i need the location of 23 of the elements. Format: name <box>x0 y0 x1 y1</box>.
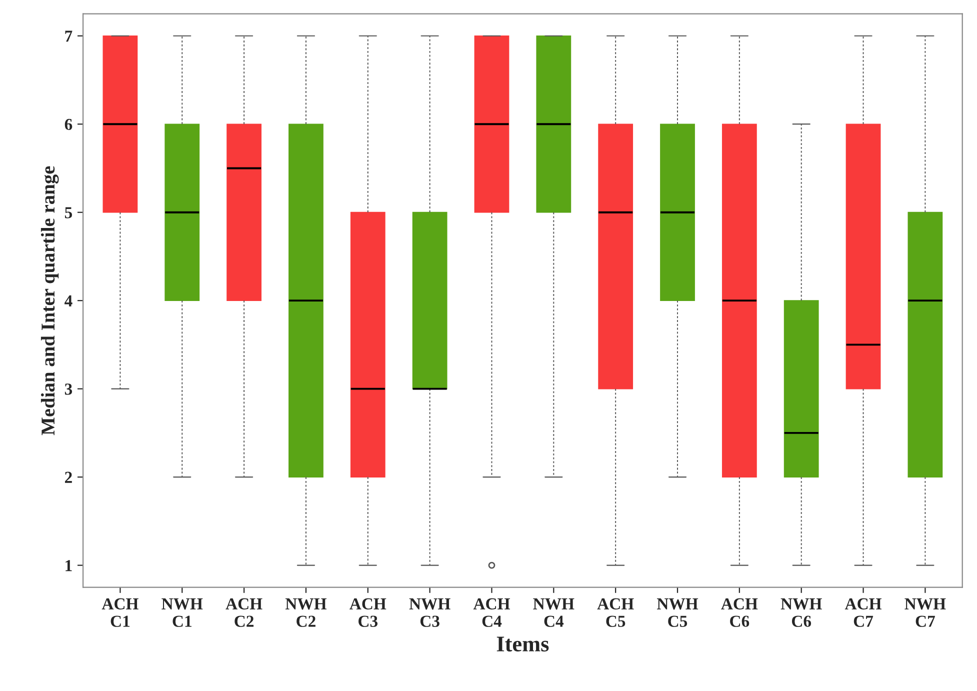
y-tick-label: 4 <box>64 295 72 306</box>
x-tick-label: ACH C4 <box>473 598 510 627</box>
x-tick-label: ACH C7 <box>844 598 882 627</box>
x-axis-title: Items <box>496 636 549 652</box>
y-tick-label: 5 <box>64 207 72 218</box>
x-tick-label: NWH C1 <box>162 598 203 627</box>
x-tick-label: ACH C3 <box>350 598 386 627</box>
x-tick-label: ACH C2 <box>226 598 262 627</box>
x-tick-label: ACH C1 <box>102 598 138 627</box>
y-tick-label: 6 <box>64 118 72 130</box>
x-tick-label: NWH C4 <box>533 598 574 627</box>
x-tick-label: NWH C2 <box>285 598 327 627</box>
x-tick-label: NWH C3 <box>409 598 450 627</box>
x-tick-label: NWH C6 <box>780 598 822 627</box>
y-tick-label: 7 <box>65 30 72 42</box>
y-tick-label: 3 <box>64 384 72 395</box>
x-tick-label: NWH C7 <box>904 598 946 627</box>
x-tick-label: ACH C6 <box>721 598 758 627</box>
y-tick-label: 2 <box>64 472 72 483</box>
y-tick-label: 1 <box>66 560 72 572</box>
y-axis-title: Median and Inter quartile range <box>40 166 59 436</box>
x-tick-label: ACH C5 <box>597 598 634 627</box>
x-tick-label: NWH C5 <box>656 598 698 627</box>
